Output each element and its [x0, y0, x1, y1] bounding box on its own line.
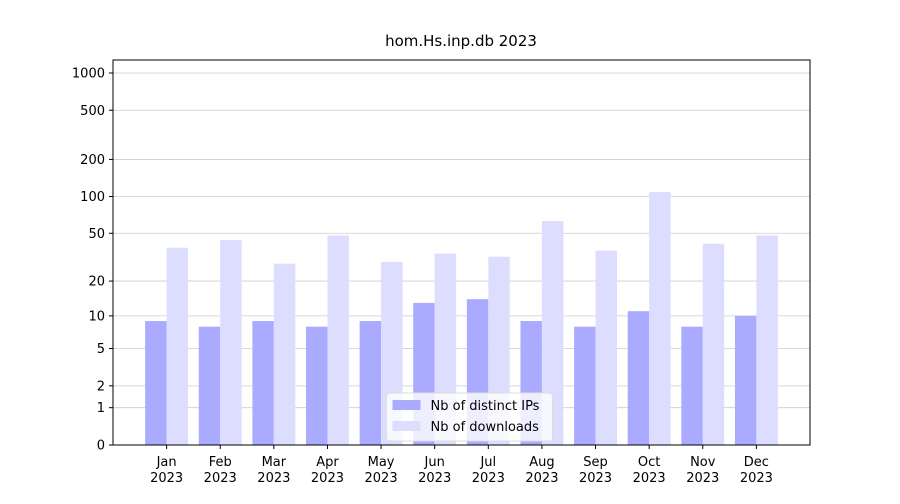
x-tick-label: Oct 2023: [633, 455, 666, 486]
y-tick-label: 20: [88, 275, 105, 290]
legend-swatch: [392, 400, 421, 410]
y-tick-label: 500: [80, 104, 105, 119]
bar: [627, 311, 650, 445]
legend: Nb of distinct IPs Nb of downloads: [386, 392, 553, 442]
x-tick-label: Aug 2023: [525, 455, 558, 486]
y-tick-label: 10: [88, 309, 105, 324]
y-tick-label: 0: [97, 439, 105, 454]
bar: [649, 191, 671, 445]
y-tick-label: 2: [97, 379, 105, 394]
bar: [252, 321, 274, 445]
y-tick-label: 200: [80, 153, 105, 168]
legend-label: Nb of distinct IPs: [431, 399, 540, 414]
bar: [702, 243, 725, 445]
y-tick-label: 50: [88, 227, 105, 242]
x-tick-label: Jul 2023: [472, 455, 505, 486]
legend-swatch: [392, 421, 421, 431]
legend-label: Nb of downloads: [431, 420, 540, 435]
bar: [198, 326, 221, 445]
bar: [541, 221, 564, 445]
legend-box: [386, 392, 553, 442]
bar: [574, 326, 596, 445]
x-tick-label: Jan 2023: [150, 455, 183, 486]
bar: [166, 247, 189, 445]
x-tick-label: Mar 2023: [257, 455, 290, 486]
x-tick-label: Feb 2023: [204, 455, 237, 486]
bar: [220, 240, 242, 445]
x-tick-label: Apr 2023: [311, 455, 344, 486]
x-tick-label: Sep 2023: [579, 455, 612, 486]
bar: [359, 321, 382, 445]
bar: [734, 315, 757, 445]
plot-frame: [112, 59, 811, 446]
bar: [327, 235, 349, 445]
x-tick-label: Dec 2023: [740, 455, 773, 486]
x-tick-label: Nov 2023: [686, 455, 719, 486]
bar: [681, 326, 703, 445]
x-tick-label: Jun 2023: [418, 455, 451, 486]
bar: [306, 326, 328, 445]
bar: [145, 321, 167, 445]
x-tick-label: May 2023: [365, 455, 398, 486]
chart-title: hom.Hs.inp.db 2023: [385, 32, 537, 50]
y-tick-label: 1000: [72, 66, 105, 81]
bar: [595, 250, 617, 445]
y-tick-label: 1: [97, 401, 105, 416]
bar: [273, 263, 296, 445]
bar: [756, 235, 778, 445]
y-tick-label: 5: [97, 342, 105, 357]
y-tick-label: 100: [80, 190, 105, 205]
